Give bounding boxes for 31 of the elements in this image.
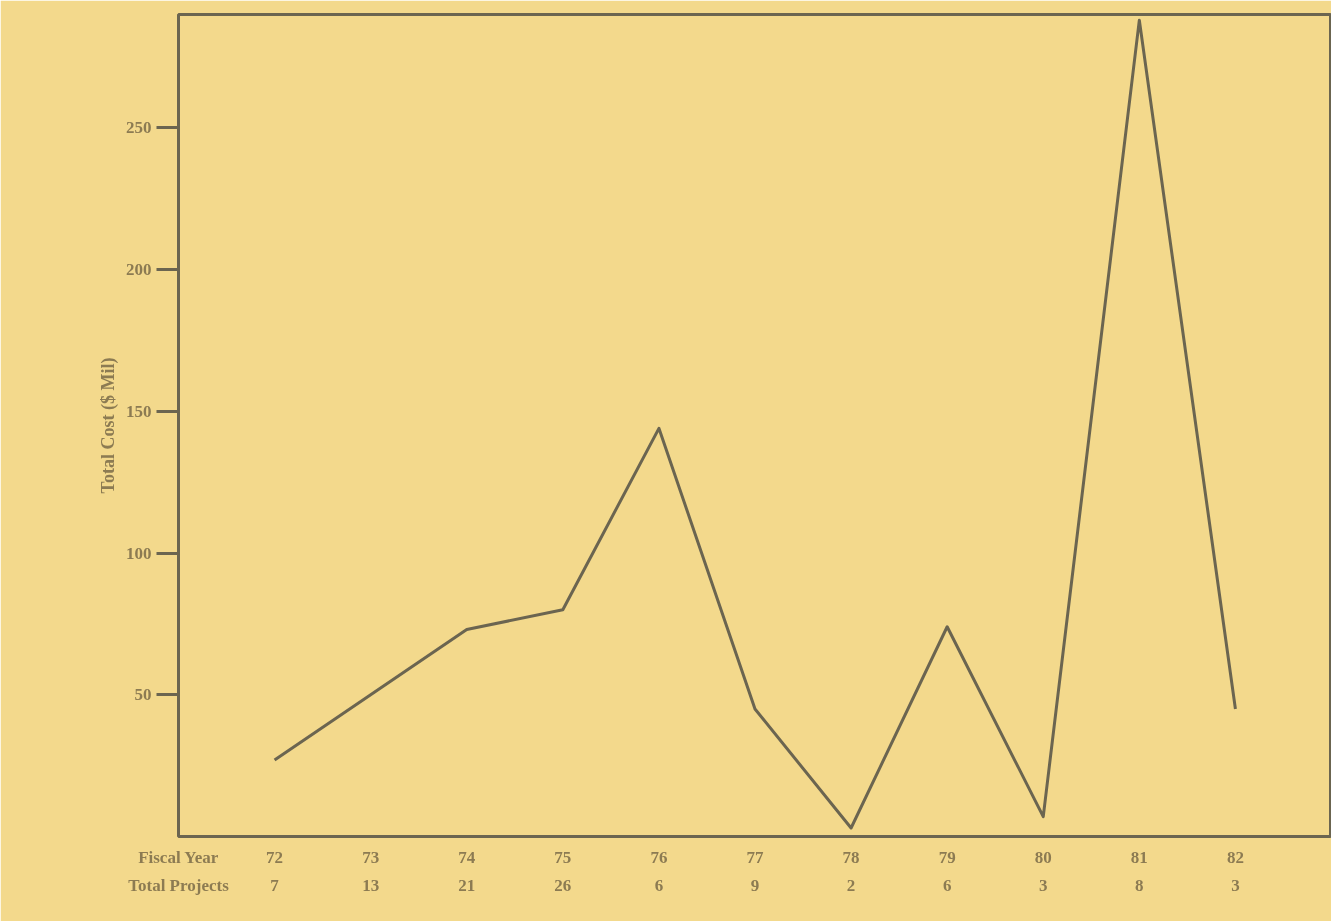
y-tick-label: 250 (126, 118, 152, 138)
x-tick-label: 80 (1034, 847, 1052, 867)
text: 2 (846, 875, 856, 895)
y-tick-label: 100 (126, 543, 152, 563)
y-axis-title: Total Cost ($ Mil) (98, 357, 119, 494)
x-tick-label: 77 (746, 847, 764, 867)
text: 13 (362, 875, 380, 895)
x-tick-label: 79 (938, 847, 956, 867)
y-tick-label: 50 (134, 685, 152, 705)
text: 6 (942, 875, 952, 895)
text: 9 (750, 875, 760, 895)
text: 3 (1039, 875, 1048, 895)
text: 8 (1135, 875, 1144, 895)
text: 26 (554, 875, 572, 895)
text: 21 (458, 875, 476, 895)
y-tick-label: 150 (126, 401, 152, 421)
y-tick-label: 200 (126, 260, 152, 280)
x-tick-label: 72 (266, 847, 284, 867)
text: 3 (1231, 875, 1240, 895)
x-tick-label: 82 (1226, 847, 1244, 867)
x-tick-label: 74 (458, 847, 476, 867)
line-series (273, 18, 1237, 830)
text: Total Projects (128, 875, 230, 895)
text: 7 (270, 875, 280, 895)
x-tick-label: 78 (842, 847, 860, 867)
x-axis-title: Fiscal Year (138, 847, 219, 867)
x-tick-label: 81 (1130, 847, 1148, 867)
x-tick-label: 75 (554, 847, 572, 867)
x-tick-label: 73 (362, 847, 380, 867)
text: 6 (654, 875, 664, 895)
x-tick-label: 76 (650, 847, 668, 867)
